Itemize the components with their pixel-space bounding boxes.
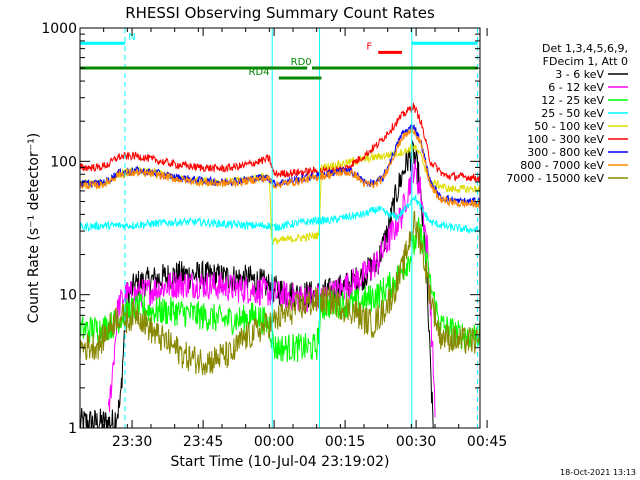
x-tick-label-0: 23:30 [112, 434, 152, 450]
legend-header-1: FDecim 1, Att 0 [543, 55, 628, 68]
y-tick-label-2: 100 [50, 154, 77, 170]
flag-label-rd0: RD0 [291, 57, 312, 68]
legend-label-2: 12 - 25 keV [541, 94, 604, 107]
legend-label-0: 3 - 6 keV [555, 68, 604, 81]
x-tick-label-2: 00:00 [254, 434, 294, 450]
series-layer [80, 102, 480, 428]
legend-label-1: 6 - 12 keV [548, 81, 604, 94]
series-line-7 [80, 126, 480, 209]
footer-timestamp: 18-Oct-2021 13:13 [560, 468, 636, 477]
legend: Det 1,3,4,5,6,9,FDecim 1, Att 03 - 6 keV… [506, 42, 628, 185]
plot-frame [79, 27, 481, 429]
y-tick-label-3: 1000 [41, 21, 77, 37]
series-line-5 [80, 102, 480, 182]
y-tick-label-0: 1 [68, 421, 77, 437]
series-line-8 [80, 210, 480, 376]
y-axis-label: Count Rate (s⁻¹ detector⁻¹) [26, 133, 42, 323]
series-line-3 [80, 193, 480, 235]
legend-label-7: 800 - 7000 keV [520, 159, 604, 172]
flag-label-rd4: RD4 [249, 67, 270, 78]
axis-layer: 23:30 23:45 00:00 00:15 00:30 00:45 1 10 100 1000 [41, 21, 507, 450]
legend-label-5: 100 - 300 keV [527, 133, 604, 146]
legend-header-0: Det 1,3,4,5,6,9, [542, 42, 628, 55]
legend-label-8: 7000 - 15000 keV [506, 172, 604, 185]
x-tick-label-1: 23:45 [183, 434, 223, 450]
x-axis-label: Start Time (10-Jul-04 23:19:02) [170, 454, 389, 470]
flag-label-n: N [128, 32, 135, 43]
chart-title: RHESSI Observing Summary Count Rates [125, 4, 435, 22]
x-tick-label-3: 00:15 [325, 434, 365, 450]
series-line-2 [80, 217, 480, 363]
x-tick-label-5: 00:45 [467, 434, 507, 450]
legend-label-3: 25 - 50 keV [541, 107, 604, 120]
y-tick-label-1: 10 [59, 288, 77, 304]
legend-label-6: 300 - 800 keV [527, 146, 604, 159]
x-tick-label-4: 00:30 [396, 434, 436, 450]
legend-label-4: 50 - 100 keV [534, 120, 604, 133]
series-line-6 [80, 124, 480, 207]
annotation-layer: N RD0 RD4 F [79, 28, 479, 428]
flag-label-f: F [366, 41, 372, 52]
